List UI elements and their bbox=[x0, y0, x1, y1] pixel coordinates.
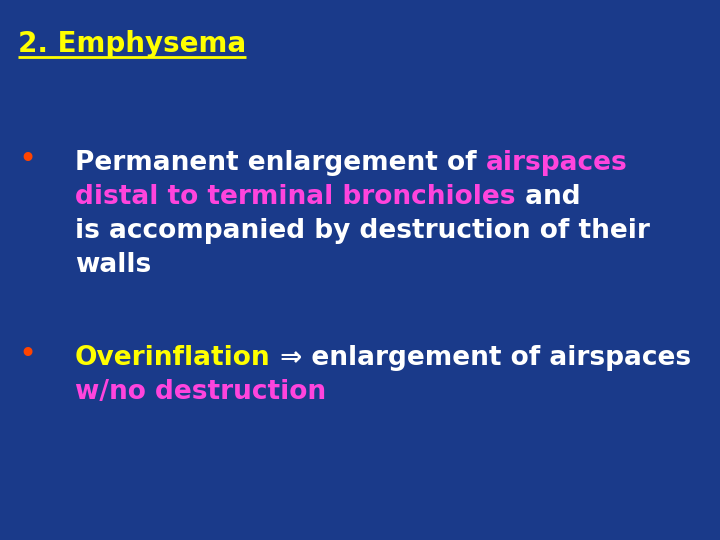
Text: ⇒ enlargement of airspaces: ⇒ enlargement of airspaces bbox=[271, 345, 690, 371]
Text: airspaces: airspaces bbox=[486, 150, 628, 176]
Text: •: • bbox=[18, 145, 36, 174]
Text: distal to terminal bronchioles: distal to terminal bronchioles bbox=[75, 184, 516, 210]
Text: •: • bbox=[18, 340, 36, 369]
Text: and: and bbox=[516, 184, 580, 210]
Text: Overinflation: Overinflation bbox=[75, 345, 271, 371]
Text: walls: walls bbox=[75, 252, 151, 278]
Text: 2. Emphysema: 2. Emphysema bbox=[18, 30, 246, 58]
Text: Permanent enlargement of: Permanent enlargement of bbox=[75, 150, 486, 176]
Text: w/no destruction: w/no destruction bbox=[75, 379, 326, 405]
Text: is accompanied by destruction of their: is accompanied by destruction of their bbox=[75, 218, 650, 244]
